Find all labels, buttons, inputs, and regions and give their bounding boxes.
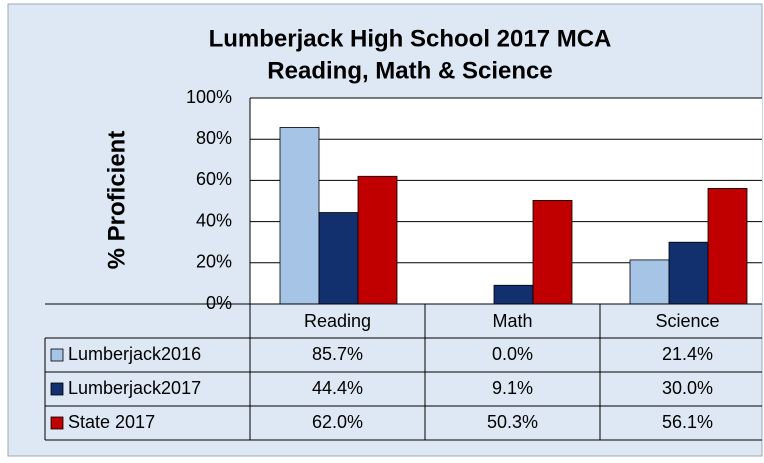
y-tick-label: 0% [206, 293, 232, 313]
x-tick-label: Science [655, 311, 719, 331]
bar [707, 188, 748, 305]
table-value: 50.3% [487, 412, 538, 432]
table-value: 56.1% [662, 412, 713, 432]
table-value: 44.4% [312, 378, 363, 398]
table-value: 62.0% [312, 412, 363, 432]
table-value: 85.7% [312, 344, 363, 364]
y-tick-label: 40% [196, 210, 232, 230]
legend-label: Lumberjack2016 [68, 344, 201, 364]
bar [629, 259, 670, 305]
chart-title: Reading, Math & Science [267, 57, 552, 84]
chart-title: Lumberjack High School 2017 MCA [209, 25, 612, 52]
legend-key [50, 348, 64, 362]
legend-label: Lumberjack2017 [68, 378, 201, 398]
bar [668, 241, 709, 305]
y-tick-label: 100% [186, 87, 232, 107]
bar [532, 199, 573, 305]
x-tick-label: Reading [304, 311, 371, 331]
y-tick-label: 60% [196, 169, 232, 189]
y-tick-label: 80% [196, 128, 232, 148]
bar [493, 284, 534, 305]
legend-label: State 2017 [68, 412, 155, 432]
y-tick-label: 20% [196, 252, 232, 272]
bar [279, 127, 320, 305]
y-axis-title: % Proficient [103, 131, 130, 270]
legend-key [50, 416, 64, 430]
table-value: 30.0% [662, 378, 713, 398]
table-value: 9.1% [492, 378, 533, 398]
legend-key [50, 382, 64, 396]
bar [318, 212, 359, 305]
x-tick-label: Math [492, 311, 532, 331]
table-value: 21.4% [662, 344, 713, 364]
bar [357, 175, 398, 305]
table-value: 0.0% [492, 344, 533, 364]
